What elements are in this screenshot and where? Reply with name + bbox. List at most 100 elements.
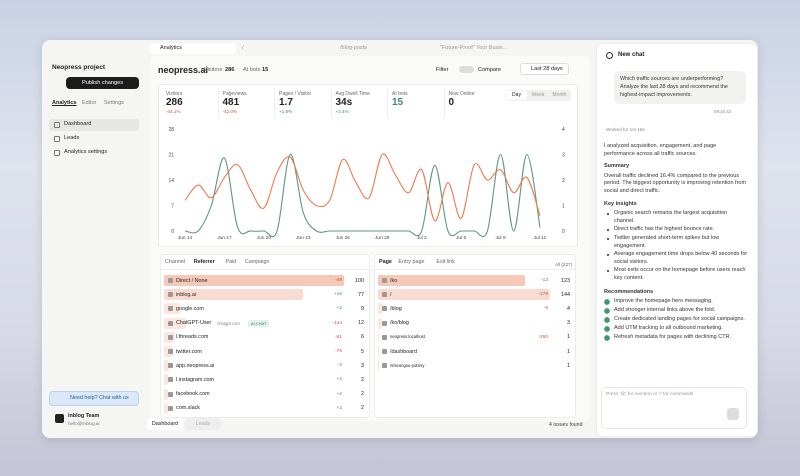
row-name[interactable]: /dashboard: [390, 348, 417, 355]
row-icon: [168, 391, 173, 397]
bottom-tab[interactable]: Dashboard: [147, 418, 183, 430]
metric-label: AI bots: [392, 91, 408, 97]
browser-tab-label[interactable]: Analytics: [160, 45, 183, 51]
y2-tick-label: 4: [562, 127, 565, 133]
row-name[interactable]: facebook.com: [176, 391, 210, 398]
visitors-label: Visitors: [204, 67, 223, 73]
help-button[interactable]: Need help? Chat with us: [49, 391, 139, 406]
panel-tab[interactable]: Paid: [225, 259, 237, 265]
row-icon: [168, 320, 173, 326]
metric-value: 15: [392, 97, 404, 108]
row-name[interactable]: /s/seongsu-pottery: [390, 362, 425, 368]
sidebar-tab[interactable]: Settings: [104, 100, 124, 106]
granularity-option[interactable]: Week: [531, 92, 545, 98]
row-icon: [382, 320, 387, 326]
x-tick-label: Jul 2: [417, 235, 427, 241]
bots-label: AI bots: [243, 67, 261, 73]
row-count: 144: [561, 291, 570, 298]
panel-divider: [374, 269, 576, 270]
send-button[interactable]: [727, 408, 739, 420]
browser-tab-label[interactable]: "Future-Proof" Your Busin...: [440, 45, 508, 51]
panel-tab[interactable]: Page: [379, 259, 392, 265]
row-name[interactable]: neopress.localhost: [390, 334, 425, 340]
summary-text: Overall traffic declined 16.4% compared …: [604, 172, 747, 194]
nav-icon: [54, 150, 60, 156]
chat-worked: Worked for 1m 18s: [606, 127, 645, 132]
granularity-option[interactable]: Day: [506, 91, 527, 100]
row-count: 1: [567, 348, 570, 355]
row-change: -144: [332, 320, 342, 326]
row-change: -260: [538, 334, 548, 340]
metric-value: 481: [222, 97, 240, 108]
metric-change: +3.4%: [335, 109, 349, 114]
row-bar: [378, 317, 382, 329]
row-change: -49: [335, 278, 342, 283]
bottom-tab[interactable]: Leads: [185, 418, 221, 430]
team-name: inblog Team: [68, 413, 100, 419]
row-count: 4: [567, 305, 570, 312]
row-icon: [382, 334, 387, 340]
insight-item: Most exits occur on the homepage before …: [604, 267, 748, 283]
insight-item: Organic search remains the largest acqui…: [604, 210, 748, 226]
compare-toggle[interactable]: [459, 66, 474, 73]
row-icon: [168, 278, 173, 283]
row-icon: [382, 363, 387, 369]
range-button[interactable]: Last 28 days: [520, 63, 569, 75]
team-email: hello@inblog.ai: [68, 421, 100, 426]
y2-tick-label: 1: [562, 204, 565, 210]
panel-tab[interactable]: Entry page: [398, 259, 425, 265]
browser-tab[interactable]: [150, 43, 236, 54]
panel-tab[interactable]: Referrer: [193, 259, 215, 265]
nav-item[interactable]: Dashboard: [64, 121, 92, 127]
nav-item[interactable]: Analytics settings: [64, 149, 108, 155]
row-name[interactable]: com.slack: [176, 405, 200, 412]
team-logo: [55, 414, 64, 423]
row-name[interactable]: /blog: [390, 305, 402, 312]
x-tick-label: Jun 20: [257, 235, 272, 241]
metric-divider: [387, 89, 388, 117]
nav-icon: [54, 122, 60, 128]
metric-divider: [217, 89, 219, 117]
y2-tick-label: 0: [562, 229, 565, 235]
insight-item: Twitter generated short-term spikes but …: [604, 234, 748, 251]
issues[interactable]: 4 issues found: [549, 422, 583, 428]
row-name[interactable]: Direct / None: [176, 277, 208, 284]
panel-tab[interactable]: Campaign: [244, 259, 270, 265]
filter-button[interactable]: Filter: [436, 67, 449, 73]
y-tick-label: 21: [168, 153, 174, 159]
row-name[interactable]: twitter.com: [176, 348, 202, 355]
y-tick-label: 28: [168, 127, 174, 133]
row-count: 6: [361, 334, 364, 341]
chat-body: I analyzed acquisition, engagement, and …: [604, 143, 748, 344]
row-tag: AI CHAT: [248, 319, 270, 327]
row-name[interactable]: google.com: [176, 305, 204, 312]
row-name[interactable]: ChatGPT-User: [176, 320, 212, 327]
granularity-option[interactable]: Month: [552, 92, 567, 98]
bots-count: 15: [262, 67, 269, 73]
row-count: 5: [361, 348, 364, 355]
compare-label[interactable]: Compare: [478, 67, 502, 73]
y-tick-label: 14: [168, 178, 174, 184]
row-name[interactable]: /ko: [390, 277, 398, 284]
row-sub: chatgpt.com: [217, 320, 240, 326]
nav-item[interactable]: Leads: [64, 135, 80, 141]
row-name[interactable]: inblog.ai: [176, 291, 197, 298]
insight-item: Direct traffic has the highest bounce ra…: [604, 226, 748, 234]
browser-tab-label[interactable]: /: [242, 45, 244, 51]
sidebar-tab[interactable]: Analytics: [52, 100, 77, 106]
row-name[interactable]: l.threads.com: [176, 334, 209, 341]
panel-tab[interactable]: Channel: [165, 259, 186, 265]
chat-input[interactable]: [601, 387, 747, 429]
row-icon: [168, 306, 173, 312]
row-name[interactable]: /: [390, 291, 392, 298]
x-tick-label: Jul 11: [534, 235, 547, 241]
sidebar-tab[interactable]: Editor: [82, 100, 97, 106]
publish-button[interactable]: Publish changes: [66, 77, 139, 89]
row-name[interactable]: /ko/blog: [390, 320, 409, 327]
panel-tab[interactable]: Exit link: [436, 259, 455, 265]
chat-intro: I analyzed acquisition, engagement, and …: [604, 143, 717, 157]
row-count: 1: [567, 334, 570, 341]
browser-tab-label[interactable]: /blog-posts: [340, 45, 367, 51]
row-name[interactable]: l.instagram.com: [176, 376, 215, 383]
row-name[interactable]: app.neopress.ai: [176, 362, 215, 369]
